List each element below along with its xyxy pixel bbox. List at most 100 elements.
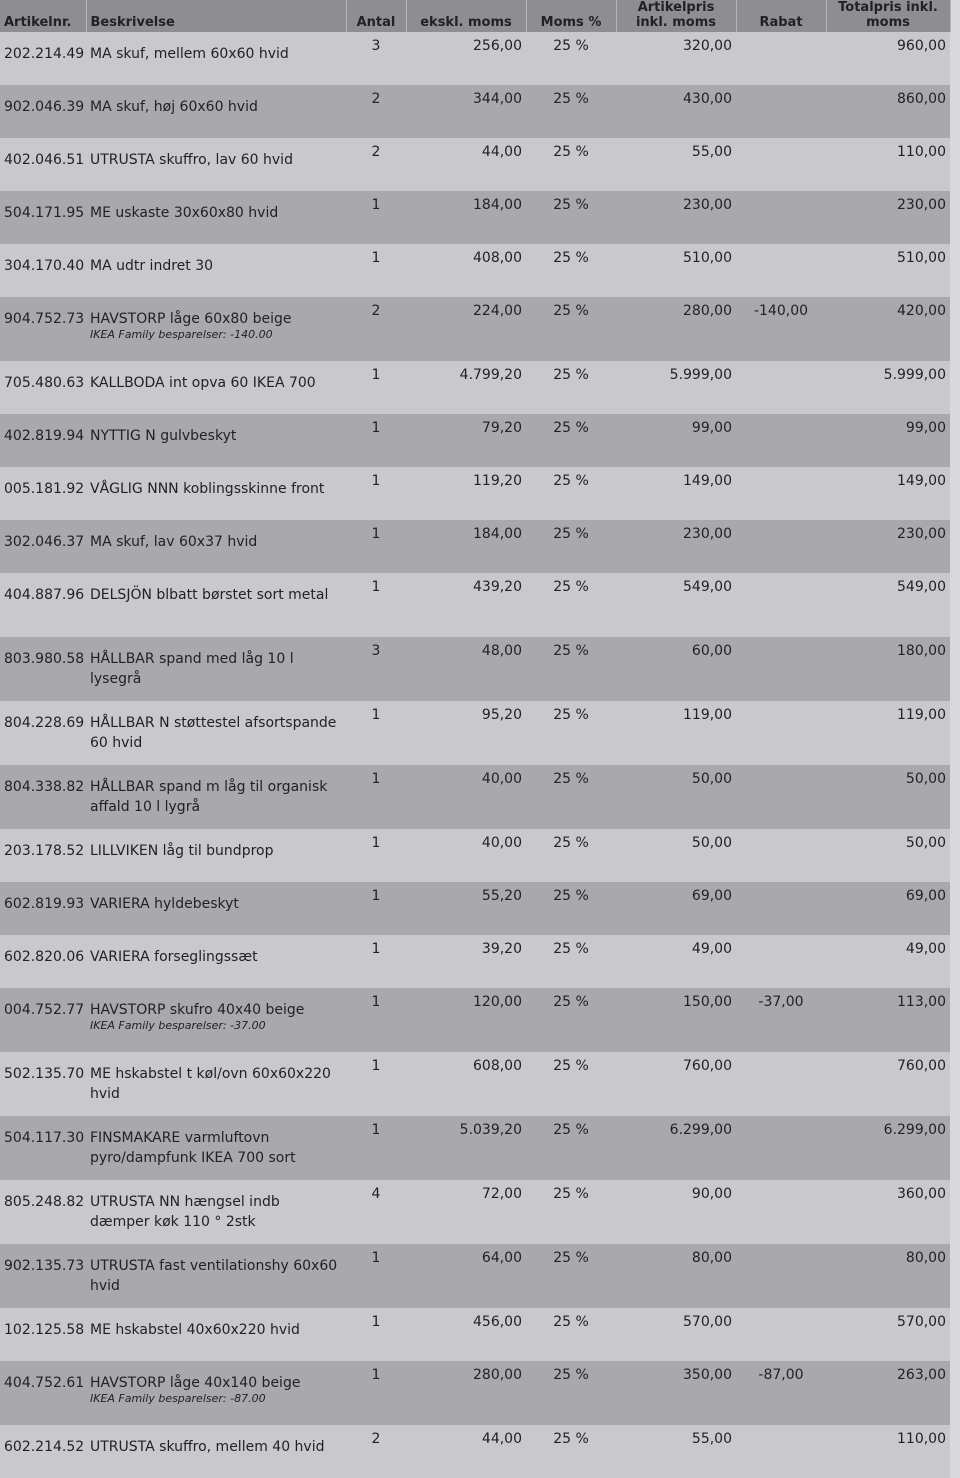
- quantity-cell: 1: [346, 765, 406, 829]
- header-total-incl-vat: Totalpris inkl. moms: [826, 0, 951, 32]
- price-excl-vat-cell: 5.039,20: [406, 1116, 526, 1180]
- header-vat-percent: Moms %: [526, 0, 617, 32]
- vat-percent-cell: 25 %: [526, 829, 616, 882]
- description: VARIERA forseglingssæt: [90, 949, 258, 965]
- description: HAVSTORP låge 40x140 beige: [90, 1375, 301, 1391]
- price-excl-vat-cell: 48,00: [406, 637, 526, 701]
- price-incl-vat: 49,00: [691, 941, 732, 957]
- discount-cell: [736, 244, 826, 297]
- description: VARIERA hyldebeskyt: [90, 896, 239, 912]
- discount-cell: -87,00: [736, 1361, 826, 1425]
- article-number-cell: 304.170.40: [0, 244, 86, 297]
- description-cell: VARIERA forseglingssæt: [86, 935, 346, 988]
- quantity-cell: 1: [346, 701, 406, 765]
- price-incl-vat: 549,00: [683, 579, 732, 595]
- article-number: 102.125.58: [4, 1322, 85, 1338]
- price-excl-vat: 119,20: [473, 473, 522, 489]
- vat-percent: 25 %: [553, 197, 589, 213]
- table-row: 705.480.63 KALLBODA int opva 60 IKEA 700 1…: [0, 361, 950, 414]
- table-row: 902.135.73 UTRUSTA fast ventilationshy 60…: [0, 1244, 950, 1308]
- quantity: 4: [371, 1186, 381, 1202]
- header-article-number: Artikelnr.: [0, 0, 87, 32]
- total-incl-vat: 230,00: [897, 197, 946, 213]
- article-number: 404.752.61: [4, 1375, 85, 1391]
- discount-cell: [736, 935, 826, 988]
- price-excl-vat: 256,00: [473, 38, 522, 54]
- quantity: 1: [371, 197, 381, 213]
- price-excl-vat: 408,00: [473, 250, 522, 266]
- price-incl-vat: 90,00: [691, 1186, 732, 1202]
- price-excl-vat-cell: 64,00: [406, 1244, 526, 1308]
- quantity-cell: 1: [346, 520, 406, 573]
- total-incl-vat: 6.299,00: [883, 1122, 946, 1138]
- table-row: 803.980.58 HÅLLBAR spand med låg 10 l lys…: [0, 637, 950, 701]
- price-excl-vat: 72,00: [481, 1186, 522, 1202]
- quantity: 3: [371, 38, 381, 54]
- vat-percent-cell: 25 %: [526, 297, 616, 361]
- vat-percent: 25 %: [553, 38, 589, 54]
- price-excl-vat-cell: 44,00: [406, 1425, 526, 1478]
- article-number-cell: 803.980.58: [0, 637, 86, 701]
- price-incl-vat: 760,00: [683, 1058, 732, 1074]
- total-incl-vat-cell: 230,00: [826, 191, 950, 244]
- table-row: 404.887.96 DELSJÖN blbatt børstet sort me…: [0, 573, 950, 637]
- article-number: 202.214.49: [4, 46, 85, 62]
- description-cell: VÅGLIG NNN koblingsskinne front: [86, 467, 346, 520]
- vat-percent: 25 %: [553, 1122, 589, 1138]
- article-number-cell: 302.046.37: [0, 520, 86, 573]
- total-incl-vat-cell: 119,00: [826, 701, 950, 765]
- total-incl-vat-cell: 149,00: [826, 467, 950, 520]
- family-savings-note: IKEA Family besparelser: -140.00: [90, 328, 273, 341]
- total-incl-vat: 960,00: [897, 38, 946, 54]
- article-number: 502.135.70: [4, 1066, 85, 1082]
- article-number: 302.046.37: [4, 534, 85, 550]
- quantity: 1: [371, 420, 381, 436]
- description: ME hskabstel 40x60x220 hvid: [90, 1322, 300, 1338]
- price-excl-vat-cell: 439,20: [406, 573, 526, 637]
- table-row: 602.819.93 VARIERA hyldebeskyt 1 55,20 25 % 6…: [0, 882, 950, 935]
- price-incl-vat-cell: 55,00: [616, 1425, 736, 1478]
- vat-percent-cell: 25 %: [526, 138, 616, 191]
- price-incl-vat: 570,00: [683, 1314, 732, 1330]
- article-number-cell: 203.178.52: [0, 829, 86, 882]
- quantity-cell: 1: [346, 414, 406, 467]
- article-number: 804.338.82: [4, 779, 85, 795]
- article-number-cell: 804.338.82: [0, 765, 86, 829]
- table-row: 504.117.30 FINSMAKARE varmluftovn pyro/da…: [0, 1116, 950, 1180]
- price-excl-vat-cell: 119,20: [406, 467, 526, 520]
- discount-cell: [736, 1425, 826, 1478]
- vat-percent-cell: 25 %: [526, 244, 616, 297]
- price-excl-vat: 40,00: [481, 835, 522, 851]
- price-excl-vat: 44,00: [481, 144, 522, 160]
- article-number: 404.887.96: [4, 587, 85, 603]
- price-incl-vat: 55,00: [691, 144, 732, 160]
- price-excl-vat: 64,00: [481, 1250, 522, 1266]
- article-number: 602.820.06: [4, 949, 85, 965]
- article-number: 005.181.92: [4, 481, 85, 497]
- price-incl-vat-cell: 60,00: [616, 637, 736, 701]
- table-row: 602.214.52 UTRUSTA skuffro, mellem 40 hvi…: [0, 1425, 950, 1478]
- description-cell: ME uskaste 30x60x80 hvid: [86, 191, 346, 244]
- article-number-cell: 902.046.39: [0, 85, 86, 138]
- price-excl-vat: 608,00: [473, 1058, 522, 1074]
- discount-cell: -37,00: [736, 988, 826, 1052]
- quantity: 1: [371, 1367, 381, 1383]
- table-row: 804.338.82 HÅLLBAR spand m låg til organi…: [0, 765, 950, 829]
- price-incl-vat: 430,00: [683, 91, 732, 107]
- price-incl-vat-cell: 570,00: [616, 1308, 736, 1361]
- header-discount: Rabat: [736, 0, 827, 32]
- description-cell: MA udtr indret 30: [86, 244, 346, 297]
- vat-percent: 25 %: [553, 643, 589, 659]
- price-incl-vat-cell: 69,00: [616, 882, 736, 935]
- vat-percent-cell: 25 %: [526, 935, 616, 988]
- total-incl-vat: 263,00: [897, 1367, 946, 1383]
- description: MA skuf, lav 60x37 hvid: [90, 534, 258, 550]
- price-excl-vat: 48,00: [481, 643, 522, 659]
- quantity-cell: 1: [346, 1244, 406, 1308]
- total-incl-vat: 360,00: [897, 1186, 946, 1202]
- discount-cell: [736, 573, 826, 637]
- article-number-cell: 804.228.69: [0, 701, 86, 765]
- total-incl-vat: 510,00: [897, 250, 946, 266]
- table-row: 805.248.82 UTRUSTA NN hængsel indb dæmper…: [0, 1180, 950, 1244]
